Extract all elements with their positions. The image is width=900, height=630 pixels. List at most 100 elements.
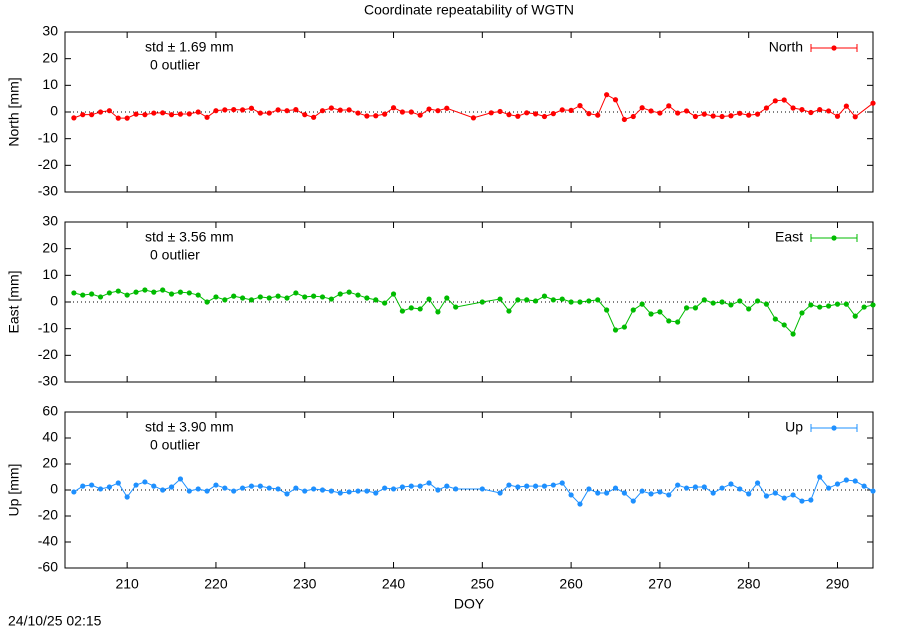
data-point [426,106,432,112]
data-point [382,485,388,491]
data-point [799,107,805,113]
data-point [630,113,636,120]
y-tick-label: -10 [38,129,58,145]
y-tick-label: 40 [42,429,58,445]
data-point [852,114,858,120]
data-point [257,294,263,300]
annotation: std ± 3.90 mm [145,419,234,435]
y-tick-label: -60 [38,559,58,575]
data-point [621,116,627,123]
data-point [302,488,308,494]
data-point [470,115,477,121]
legend-swatch [831,425,837,431]
data-point [586,111,592,117]
data-point [524,483,530,489]
data-point [524,110,530,116]
data-point [843,103,849,109]
data-point [284,108,290,114]
data-point [817,474,823,480]
data-point [497,108,503,115]
data-point [852,313,858,319]
data-point [319,108,326,114]
data-point [319,294,326,300]
data-point [302,112,308,118]
data-point [559,296,565,302]
data-point [284,491,290,497]
data-point [701,484,707,490]
data-point [604,92,610,98]
data-point [204,114,210,120]
data-point [71,290,77,296]
legend-swatch [831,45,837,51]
data-point [728,481,734,487]
data-point [373,113,379,119]
data-point [390,486,397,492]
data-point [799,310,805,316]
data-point [541,113,548,120]
data-point [106,290,112,296]
data-point [683,485,690,491]
data-point [417,306,423,312]
data-point [550,297,556,303]
data-point [133,482,139,488]
data-point [506,308,512,314]
data-point [737,110,743,116]
data-point [675,482,681,488]
data-point [639,105,645,111]
data-point [382,300,388,306]
data-point [870,100,876,106]
data-point [719,299,725,305]
data-point [160,110,166,116]
y-tick-label: 20 [42,49,58,65]
data-point [799,498,805,504]
data-point [417,483,423,489]
data-point [399,308,406,314]
data-point [346,107,352,113]
data-point [506,112,512,118]
data-point [675,319,681,325]
y-axis-label: East [mm] [6,270,22,333]
data-point [328,105,334,111]
data-point [222,297,228,303]
data-point [444,295,450,301]
data-point [692,113,699,120]
data-point [728,113,734,119]
data-point [248,105,255,111]
data-point [595,490,601,496]
data-point [861,304,867,310]
data-point [532,483,539,489]
data-point [666,103,672,109]
data-point [568,299,574,305]
x-tick-label: 220 [204,576,228,592]
data-point [319,487,326,493]
data-point [239,295,246,301]
data-point [177,289,184,295]
data-point [604,307,610,313]
data-point [790,105,796,111]
data-point [852,478,858,484]
data-point [826,485,832,491]
data-point [302,294,308,300]
data-point [160,487,166,493]
data-point [763,493,770,499]
data-point [746,306,752,312]
data-point [275,486,281,492]
data-point [311,114,317,120]
y-tick-label: -10 [38,319,58,335]
data-point [151,110,157,116]
data-point [142,112,148,118]
data-point [550,111,556,117]
data-point [408,483,414,489]
y-tick-label: -30 [38,183,58,199]
data-point [621,490,627,496]
annotation: std ± 1.69 mm [145,39,234,55]
data-point [772,98,778,104]
data-point [80,483,86,489]
data-point [426,296,432,302]
data-point [266,485,272,491]
data-point [444,483,450,489]
data-point [257,110,263,116]
data-point [124,115,130,121]
data-point [89,291,95,297]
